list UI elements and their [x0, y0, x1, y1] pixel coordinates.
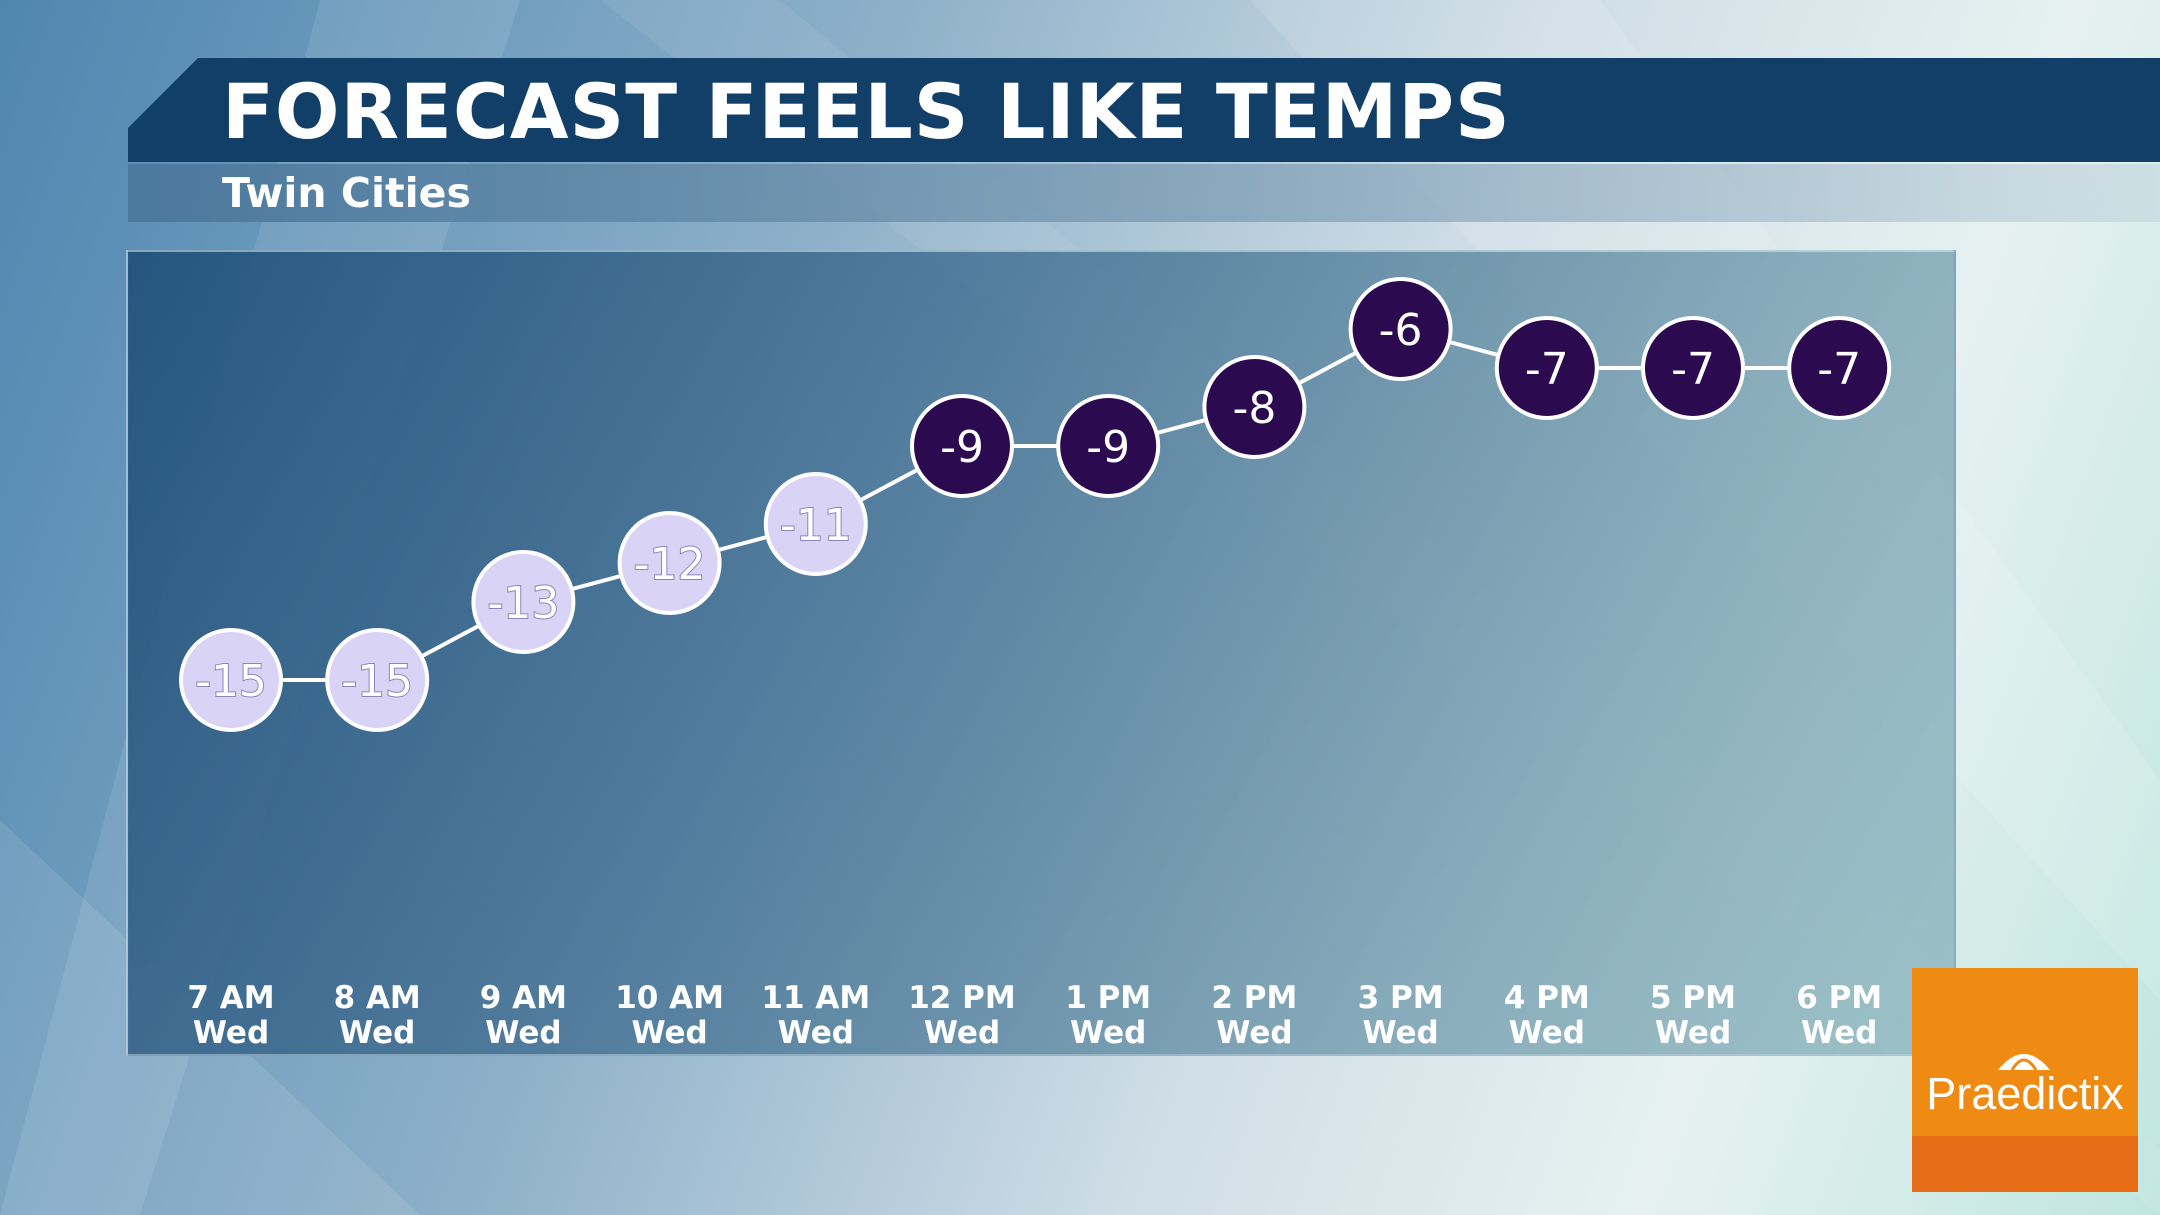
data-point-marker — [179, 628, 283, 732]
x-tick-day: Wed — [1508, 1015, 1585, 1051]
x-tick-day: Wed — [777, 1015, 854, 1051]
x-tick-time: 3 PM — [1357, 980, 1444, 1016]
data-point-marker — [1348, 277, 1453, 381]
chart-subtitle: Twin Cities — [222, 169, 471, 217]
data-point-marker — [471, 550, 576, 654]
x-tick-time: 7 AM — [187, 980, 275, 1016]
x-tick-label: 11 AM Wed — [736, 981, 896, 1051]
x-tick-time: 12 PM — [908, 980, 1016, 1016]
data-label: -8 — [1232, 383, 1276, 434]
data-label: -15 — [341, 656, 413, 707]
data-point: -15 — [179, 628, 283, 732]
x-tick-time: 5 PM — [1650, 980, 1736, 1016]
title-bar — [128, 58, 2160, 162]
x-tick-time: 8 AM — [333, 980, 421, 1016]
x-tick-day: Wed — [1362, 1015, 1439, 1051]
data-point-marker — [1056, 394, 1161, 498]
x-tick-label: 10 AM Wed — [590, 981, 750, 1051]
data-label: -7 — [1671, 344, 1715, 395]
data-point: -9 — [910, 394, 1014, 498]
praedictix-logo: Praedictix — [1912, 968, 2138, 1192]
x-tick-label: 12 PM Wed — [882, 981, 1042, 1051]
data-point-marker — [763, 472, 868, 576]
logo-text: Praedictix — [1926, 1068, 2124, 1119]
x-tick-day: Wed — [1654, 1015, 1732, 1051]
x-tick-day: Wed — [1216, 1015, 1293, 1051]
data-label: -7 — [1817, 344, 1861, 395]
data-point: -11 — [763, 472, 868, 576]
data-label: -15 — [195, 656, 267, 707]
data-label: -9 — [940, 422, 984, 473]
data-point-marker — [617, 511, 722, 615]
x-tick-label: 4 PM Wed — [1467, 981, 1627, 1051]
x-tick-label: 8 AM Wed — [297, 981, 457, 1051]
x-tick-label: 2 PM Wed — [1174, 981, 1334, 1051]
data-point: -12 — [617, 511, 722, 615]
data-point: -15 — [325, 628, 430, 732]
data-point-marker — [910, 394, 1014, 498]
data-point: -7 — [1787, 316, 1892, 420]
data-point: -7 — [1494, 316, 1599, 420]
x-tick-label: 7 AM Wed — [151, 981, 311, 1051]
x-tick-day: Wed — [1070, 1015, 1147, 1051]
x-tick-label: 5 PM Wed — [1613, 981, 1773, 1051]
x-tick-time: 2 PM — [1211, 980, 1298, 1016]
x-tick-time: 11 AM — [761, 980, 871, 1016]
data-label: -9 — [1086, 422, 1130, 473]
x-tick-label: 1 PM Wed — [1028, 981, 1188, 1051]
x-tick-day: Wed — [1801, 1015, 1878, 1051]
x-tick-day: Wed — [339, 1015, 416, 1051]
x-tick-label: 3 PM Wed — [1321, 981, 1481, 1051]
data-label: -13 — [487, 578, 559, 629]
data-point: -13 — [471, 550, 576, 654]
data-label: -7 — [1525, 344, 1569, 395]
x-tick-day: Wed — [485, 1015, 562, 1051]
x-tick-day: Wed — [923, 1015, 1001, 1051]
umbrella-icon — [1998, 1054, 2050, 1071]
x-tick-time: 6 PM — [1796, 980, 1883, 1016]
subtitle-bar — [128, 164, 2160, 222]
data-point: -9 — [1056, 394, 1161, 498]
data-point-marker — [1494, 316, 1599, 420]
data-point-marker — [1787, 316, 1892, 420]
x-tick-time: 9 AM — [479, 980, 567, 1016]
data-point: -6 — [1348, 277, 1453, 381]
data-label: -6 — [1379, 305, 1423, 356]
data-point: -7 — [1641, 316, 1745, 420]
logo-bottom-band — [1912, 1136, 2138, 1192]
chart-title: FORECAST FEELS LIKE TEMPS — [222, 67, 1511, 156]
x-tick-day: Wed — [192, 1015, 270, 1051]
data-point: -8 — [1202, 355, 1307, 459]
x-tick-label: 6 PM Wed — [1759, 981, 1919, 1051]
x-tick-label: 9 AM Wed — [443, 981, 603, 1051]
data-point-marker — [1202, 355, 1307, 459]
data-point-marker — [325, 628, 430, 732]
data-point-marker — [1641, 316, 1745, 420]
x-tick-day: Wed — [631, 1015, 708, 1051]
x-tick-time: 10 AM — [615, 980, 724, 1016]
data-label: -11 — [780, 500, 852, 551]
data-label: -12 — [634, 539, 706, 590]
x-tick-time: 1 PM — [1065, 980, 1152, 1016]
x-tick-time: 4 PM — [1503, 980, 1590, 1016]
